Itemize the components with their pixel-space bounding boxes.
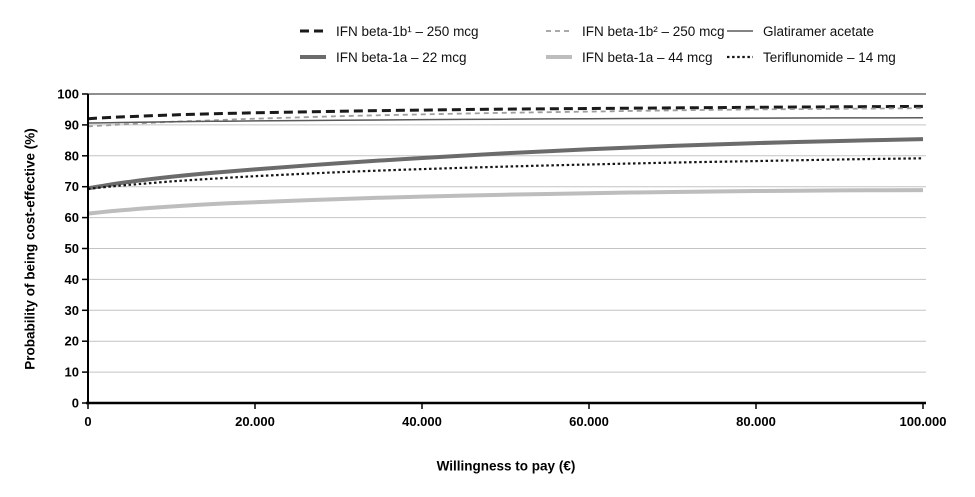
legend-label: IFN beta-1a – 22 mcg xyxy=(336,49,467,65)
y-tick-label: 10 xyxy=(65,365,79,380)
legend-label: Glatiramer acetate xyxy=(763,23,875,39)
legend-item-ifn-beta-1a-22mcg: IFN beta-1a – 22 mcg xyxy=(299,49,545,65)
legend-item-teriflunomide-14mg: Teriflunomide – 14 mg xyxy=(726,49,936,65)
x-tick-label: 40.000 xyxy=(402,414,442,429)
dotted-black-line-swatch-icon xyxy=(726,51,754,63)
y-tick-label: 20 xyxy=(65,334,79,349)
solid-thin-line-swatch-icon xyxy=(726,25,754,37)
x-axis-title: Willingness to pay (€) xyxy=(436,458,576,474)
y-tick-label: 90 xyxy=(65,117,79,132)
y-tick-label: 100 xyxy=(57,87,79,102)
legend-label: Teriflunomide – 14 mg xyxy=(763,49,896,65)
x-tick-label: 60.000 xyxy=(569,414,609,429)
chart-legend: IFN beta-1b¹ – 250 mcg IFN beta-1b² – 25… xyxy=(299,23,936,65)
series-line-ifn-beta-1a-44-mcg xyxy=(87,188,924,216)
y-tick-label: 30 xyxy=(65,303,79,318)
y-tick-label: 60 xyxy=(65,210,79,225)
dashed-black-line-swatch-icon xyxy=(299,25,327,37)
series-line-ifn-beta-1b-250-mcg xyxy=(87,107,924,128)
series-line-ifn-beta-1b-250-mcg xyxy=(87,104,924,121)
solid-darkgray-line-swatch-icon xyxy=(299,51,327,63)
series-line-ifn-beta-1a-22-mcg xyxy=(87,137,924,191)
dashed-gray-line-swatch-icon xyxy=(545,25,573,37)
legend-item-ifn-beta-1b2-250mcg: IFN beta-1b² – 250 mcg xyxy=(545,23,726,39)
y-tick-label: 70 xyxy=(65,179,79,194)
legend-label: IFN beta-1b² – 250 mcg xyxy=(582,23,725,39)
legend-label: IFN beta-1a – 44 mcg xyxy=(582,49,713,65)
legend-item-glatiramer-acetate: Glatiramer acetate xyxy=(726,23,936,39)
y-tick-label: 40 xyxy=(65,272,79,287)
legend-label: IFN beta-1b¹ – 250 mcg xyxy=(336,23,479,39)
x-tick-label: 100.000 xyxy=(900,414,947,429)
y-tick-label: 0 xyxy=(72,396,79,411)
y-tick-label: 50 xyxy=(65,241,79,256)
series-line-teriflunomide-14-mg xyxy=(87,157,924,190)
y-axis-title: Probability of being cost-effective (%) xyxy=(22,128,38,370)
legend-item-ifn-beta-1b1-250mcg: IFN beta-1b¹ – 250 mcg xyxy=(299,23,545,39)
legend-item-ifn-beta-1a-44mcg: IFN beta-1a – 44 mcg xyxy=(545,49,726,65)
x-tick-label: 80.000 xyxy=(736,414,776,429)
solid-lightgray-line-swatch-icon xyxy=(545,51,573,63)
series-line-glatiramer-acetate xyxy=(87,117,924,124)
x-tick-label: 0 xyxy=(84,414,91,429)
x-tick-label: 20.000 xyxy=(235,414,275,429)
y-tick-label: 80 xyxy=(65,148,79,163)
